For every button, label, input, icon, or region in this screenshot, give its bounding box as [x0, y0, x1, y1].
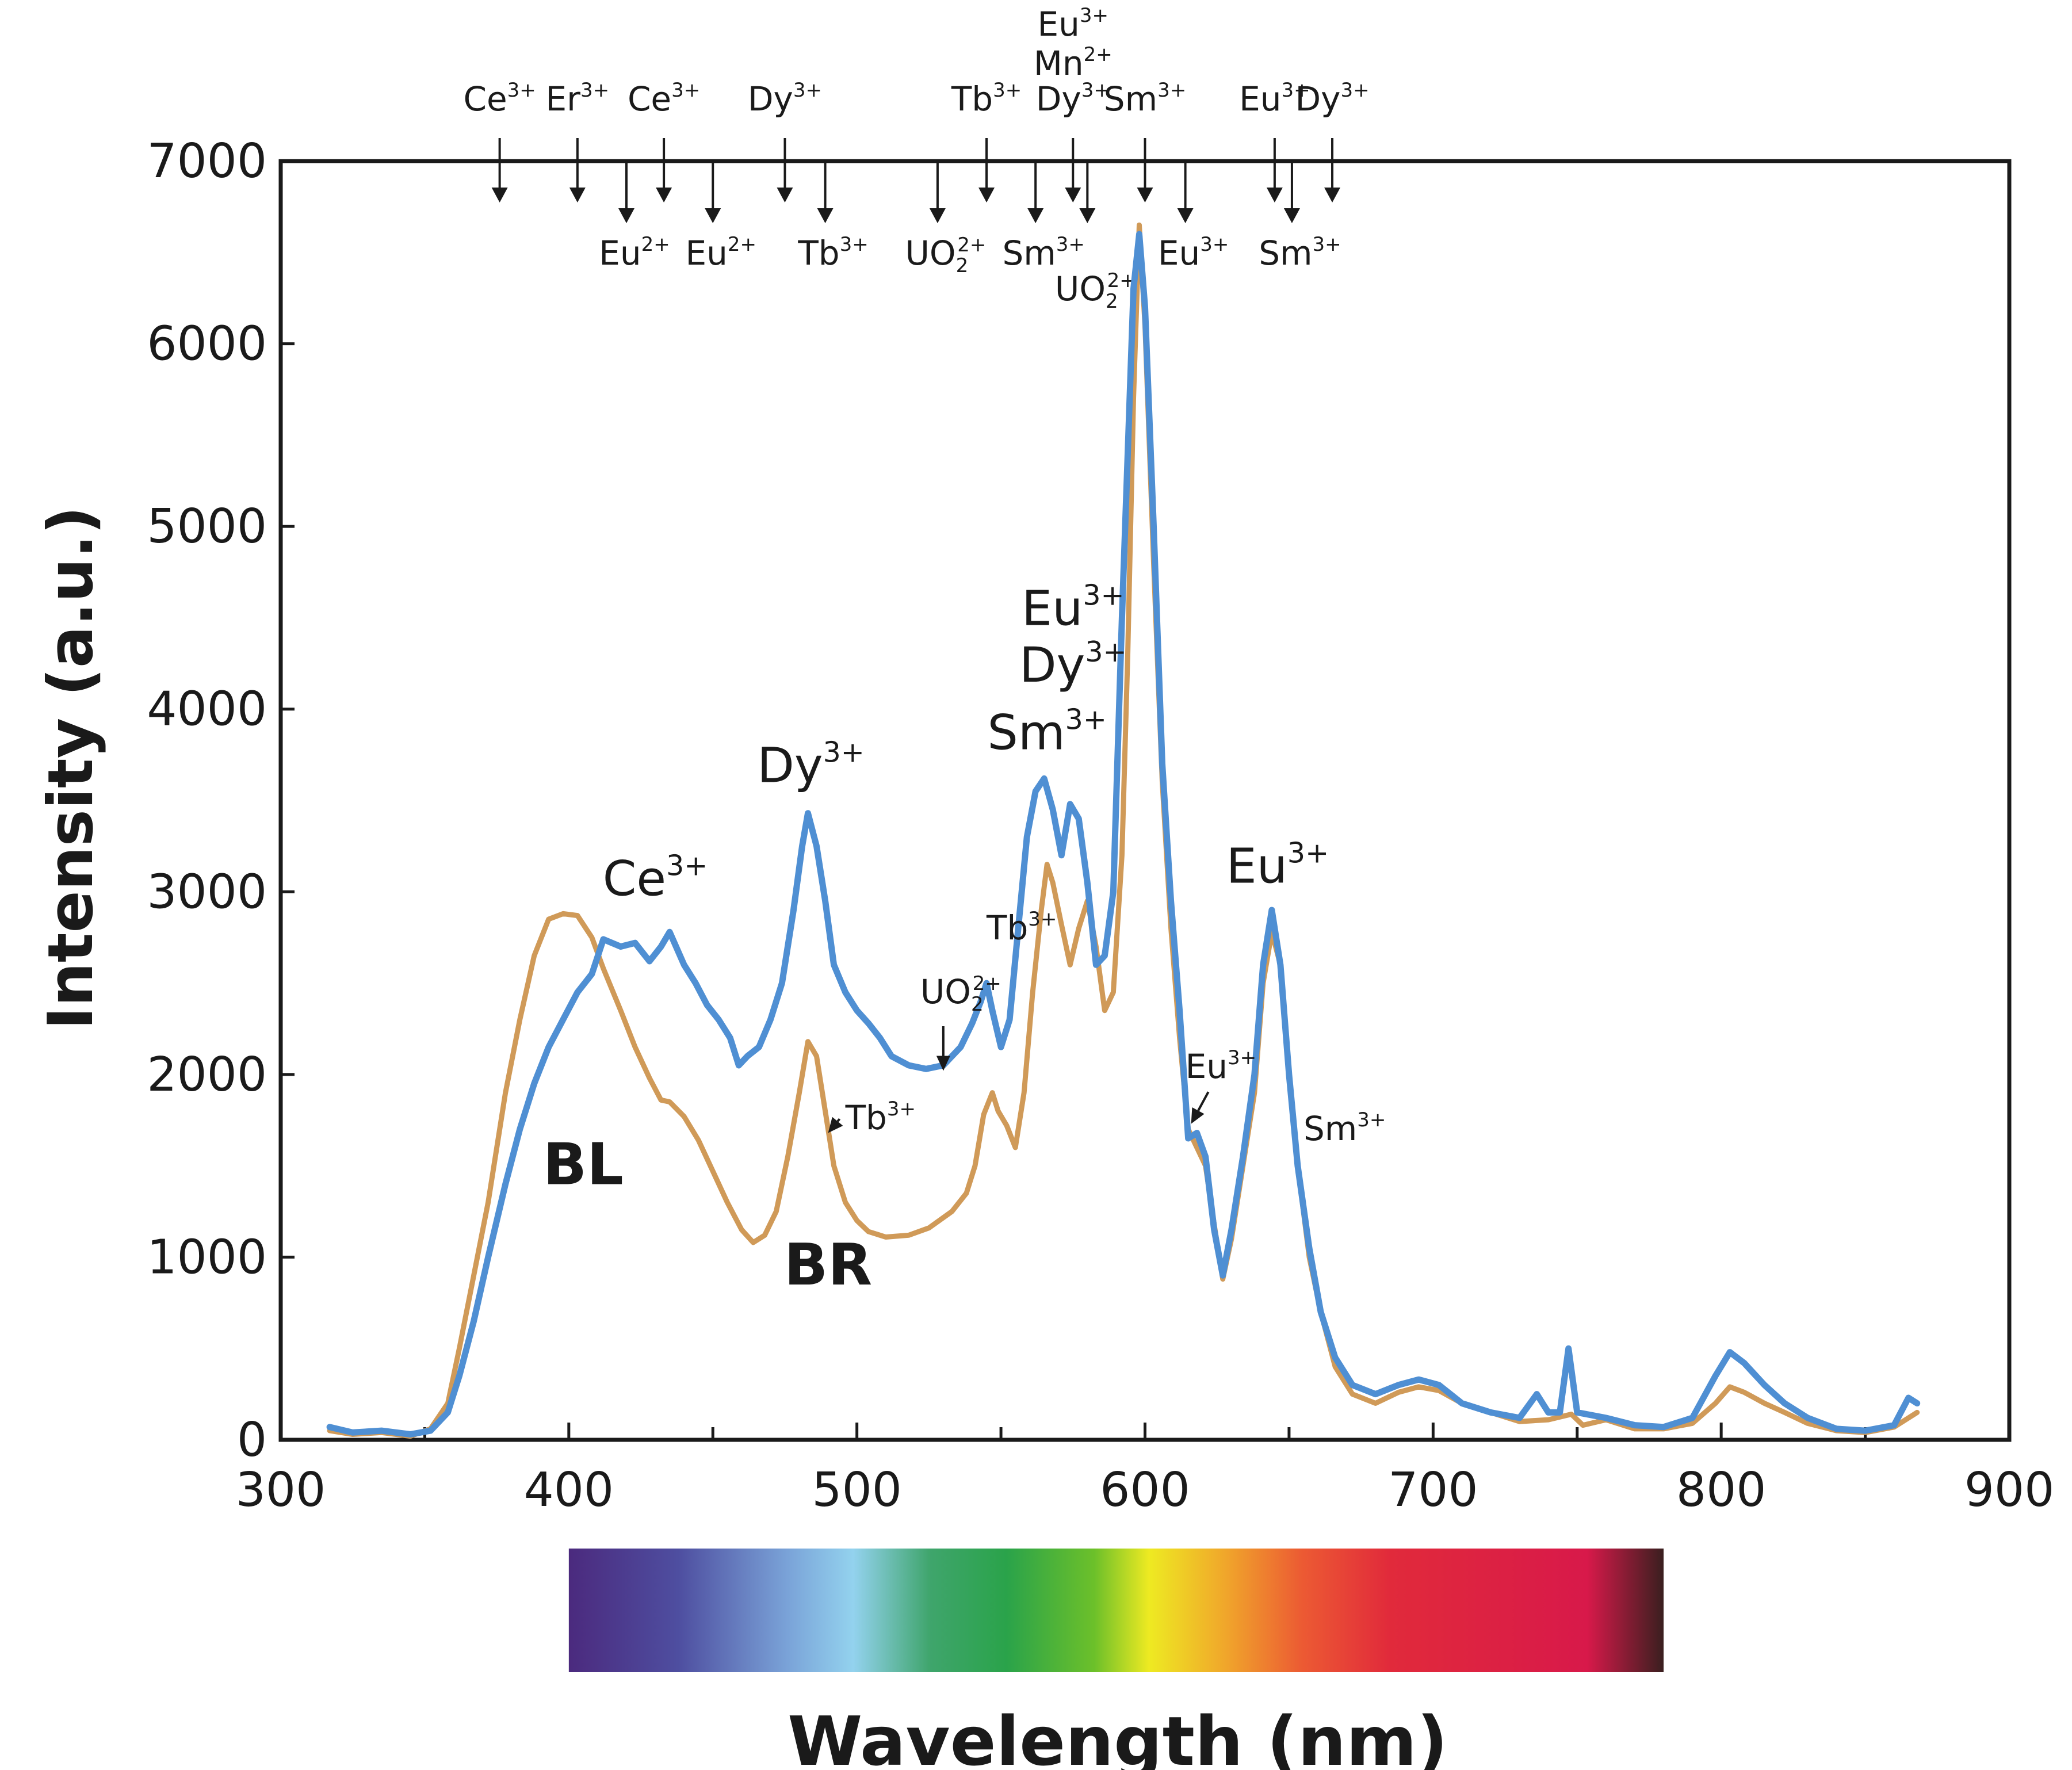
top-marker-arrow: [1079, 161, 1096, 223]
small-peak-label: UO22+: [920, 972, 1001, 1016]
marker-arrow-head: [1079, 208, 1096, 223]
y-tick-label: 7000: [147, 134, 267, 189]
small-peak-label: Tb3+: [986, 908, 1057, 947]
marker-arrow-head: [1283, 208, 1300, 223]
marker-arrow-head: [705, 208, 721, 223]
marker-arrow-head: [1177, 208, 1194, 223]
top-marker-arrow: [817, 161, 834, 223]
annotation-arrow-shaft: [836, 1118, 841, 1122]
x-tick-label: 300: [236, 1463, 326, 1517]
y-tick-label: 0: [237, 1413, 267, 1467]
top-marker-arrow: [705, 161, 721, 223]
peak-annotations: Ce3+Dy3+ Sm3+Dy3+Eu3+Eu3+Tb3+UO22+Tb3+Eu3…: [543, 579, 1386, 1298]
series-label-br: BR: [784, 1231, 872, 1298]
top-marker-arrow: [656, 138, 672, 202]
annotation-arrow-head: [936, 1056, 950, 1071]
top-marker-label: UO22+: [1055, 269, 1136, 313]
small-peak-label: Sm3+: [1303, 1108, 1386, 1148]
peak-label: Dy3+: [757, 736, 865, 794]
annotation-arrow-head: [828, 1117, 843, 1133]
series-label-bl: BL: [543, 1130, 624, 1198]
marker-arrow-head: [1266, 188, 1283, 202]
marker-arrow-head: [929, 208, 946, 223]
top-marker-arrow: [1177, 161, 1194, 223]
marker-arrow-head: [1027, 208, 1044, 223]
top-marker-label: Sm3+: [1002, 233, 1084, 273]
x-tick-label: 600: [1100, 1463, 1190, 1517]
top-marker-label: Eu3+: [1038, 4, 1109, 44]
top-marker-label: Sm3+: [1259, 233, 1341, 273]
top-marker-arrow: [1266, 138, 1283, 202]
marker-arrow-head: [817, 208, 834, 223]
annotation-arrow-head: [1191, 1107, 1205, 1124]
small-peak-label: Eu3+: [1186, 1046, 1257, 1086]
y-tick-label: 6000: [147, 317, 267, 372]
y-tick-label: 4000: [147, 682, 267, 737]
y-axis: 0 1000 2000 3000 4000 5000 6000 7000: [147, 134, 295, 1467]
marker-arrow-head: [1324, 188, 1341, 202]
x-tick-label: 500: [812, 1463, 902, 1517]
top-marker-label: Ce3+: [463, 79, 536, 118]
top-marker-label: Dy3+: [1036, 79, 1110, 118]
peak-label: Sm3+: [988, 704, 1107, 761]
top-marker-arrow: [618, 161, 634, 223]
y-tick-label: 1000: [147, 1230, 267, 1285]
top-marker-arrow: [1283, 161, 1300, 223]
y-tick-label: 2000: [147, 1048, 267, 1102]
annotation-arrow: [1191, 1091, 1210, 1124]
y-axis-title: Intensity (a.u.): [35, 506, 107, 1030]
top-marker-arrow: [1065, 138, 1081, 202]
ion-emission-markers: Ce3+ Er3+ Ce3+ Dy3+ Tb3+ Dy3+Sm3+ Eu3+Dy3+Mn2+…: [463, 4, 1369, 313]
marker-arrow-head: [777, 188, 793, 202]
top-marker-arrow: [1027, 161, 1044, 223]
top-marker-label: Dy3+: [1295, 79, 1369, 118]
top-marker-label: Tb3+: [797, 233, 868, 273]
x-tick-label: 800: [1676, 1463, 1767, 1517]
annotation-arrow: [828, 1117, 843, 1133]
peak-label: Eu3+: [1226, 836, 1329, 894]
marker-arrow-head: [1137, 188, 1153, 202]
peak-label: Ce3+: [603, 850, 708, 907]
top-marker-label: Eu3+: [1158, 233, 1229, 273]
y-tick-label: 3000: [147, 865, 267, 919]
top-marker-label: Mn2+: [1034, 43, 1113, 83]
top-marker-arrow: [569, 138, 586, 202]
peak-label: Eu3+: [1022, 579, 1125, 637]
top-marker-arrow: [1137, 138, 1153, 202]
top-marker-label: UO22+: [905, 234, 986, 277]
x-axis: 300 400 500 600 700 800 900: [236, 1423, 2055, 1517]
marker-arrow-head: [1065, 188, 1081, 202]
annotation-arrow-shaft: [1197, 1091, 1210, 1111]
top-marker-arrow: [777, 138, 793, 202]
spectrum-series: [326, 222, 1921, 1439]
top-marker-label: Tb3+: [951, 79, 1022, 118]
x-tick-label: 700: [1388, 1463, 1478, 1517]
small-peak-label: Tb3+: [845, 1098, 916, 1137]
visible-spectrum-bar: [568, 1549, 1664, 1672]
x-tick-label: 900: [1964, 1463, 2055, 1517]
top-marker-label: Dy3+: [748, 79, 822, 118]
top-marker-label: Eu3+: [1239, 79, 1310, 118]
series-line-bl: [326, 231, 1921, 1438]
marker-arrow-head: [618, 208, 634, 223]
top-marker-arrow: [929, 161, 946, 223]
top-marker-arrow: [978, 138, 995, 202]
peak-label: Dy3+: [1019, 636, 1127, 693]
marker-arrow-head: [569, 188, 586, 202]
top-marker-label: Eu2+: [685, 233, 756, 273]
top-marker-label: Er3+: [546, 79, 610, 118]
top-marker-label: Ce3+: [628, 79, 700, 118]
y-tick-label: 5000: [147, 499, 267, 554]
top-marker-arrow: [1324, 138, 1341, 202]
marker-arrow-head: [978, 188, 995, 202]
annotation-arrow: [936, 1026, 950, 1071]
marker-arrow-head: [491, 188, 508, 202]
top-marker-arrow: [491, 138, 508, 202]
x-tick-label: 400: [524, 1463, 614, 1517]
x-axis-title: Wavelength (nm): [787, 1702, 1448, 1770]
marker-arrow-head: [656, 188, 672, 202]
top-marker-label: Sm3+: [1104, 79, 1186, 118]
top-marker-label: Eu2+: [599, 233, 670, 273]
